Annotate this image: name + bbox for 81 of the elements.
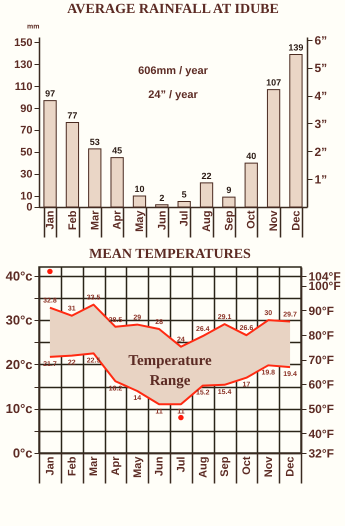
y-tick-label: 40°c: [6, 268, 32, 284]
y2-tick-label: 5”: [314, 61, 328, 76]
bar: [200, 182, 214, 208]
x-tick-label: Oct: [246, 210, 258, 229]
x-tick-label: Nov: [262, 456, 275, 478]
x-tick-label: Jul: [175, 456, 188, 472]
data-label: 22: [202, 170, 212, 181]
x-tick-label: Sep: [219, 456, 232, 477]
x-tick-label: Nov: [268, 210, 280, 232]
y2-tick-label: 6”: [314, 33, 328, 48]
bar: [222, 196, 236, 208]
bar: [155, 204, 168, 208]
annotation: 606mm / year: [138, 65, 209, 77]
bar: [66, 122, 80, 208]
bar: [244, 162, 258, 208]
data-label: 2: [159, 192, 164, 203]
x-tick-label: Jun: [154, 456, 166, 476]
bar: [110, 157, 124, 208]
bar: [289, 54, 303, 208]
y2-tick-label: 3”: [314, 116, 328, 131]
data-label: 139: [288, 42, 304, 53]
y-tick-label: 70: [20, 124, 32, 137]
x-tick-label: Feb: [66, 210, 79, 230]
x-tick-label: Oct: [240, 456, 253, 475]
data-label: 53: [90, 136, 100, 147]
x-tick-label: Dec: [290, 210, 302, 231]
y2-tick-label: 90°F: [308, 304, 334, 318]
y-tick-label: 0: [26, 202, 32, 214]
y-tick-label: 10°c: [6, 401, 32, 416]
annotation: 24” / year: [148, 88, 198, 101]
y2-tick-label: 1”: [314, 172, 328, 187]
y-tick-label: 130: [14, 58, 32, 71]
y-tick-label: 150: [14, 36, 32, 49]
y-tick-label: 90: [20, 102, 32, 115]
x-tick-label: May: [132, 456, 144, 478]
y-tick-label: 30: [20, 168, 32, 181]
annotation: Temperature Range: [128, 353, 212, 389]
x-tick-label: May: [134, 210, 146, 232]
y2-tick-label: 32°F: [308, 446, 334, 460]
y2-tick-label: 80°F: [308, 328, 334, 342]
y2-tick-label: 100°F: [308, 279, 341, 294]
y2-tick-label: 60°F: [308, 378, 334, 392]
bar: [88, 148, 102, 208]
y-tick-label: 50: [20, 146, 32, 159]
x-tick-label: Jul: [178, 210, 191, 226]
x-tick-label: Jun: [156, 210, 168, 230]
data-label: 107: [266, 78, 282, 88]
x-tick-label: Mar: [88, 456, 100, 476]
data-label: 10: [134, 184, 144, 194]
data-label: 5: [182, 190, 187, 200]
y2-tick-label: 70°F: [308, 353, 334, 368]
bar: [43, 100, 57, 208]
y2-tick-label: 50°F: [308, 402, 334, 416]
x-tick-label: Dec: [284, 456, 297, 477]
y2-tick-label: 40°F: [308, 426, 334, 441]
x-tick-label: Apr: [112, 210, 124, 230]
y-tick-label: 20°c: [6, 356, 32, 372]
y-tick-label: 30°c: [6, 312, 32, 328]
bar: [266, 89, 280, 208]
data-label: 77: [67, 110, 78, 121]
bar: [178, 201, 191, 208]
chart-title: AVERAGE RAINFALL AT IDUBE: [67, 2, 279, 17]
x-tick-label: Jan: [44, 210, 57, 230]
y-tick-label: 110: [14, 80, 32, 93]
x-tick-label: Aug: [197, 456, 210, 478]
x-tick-label: Mar: [89, 210, 102, 230]
y-tick-label: 10: [20, 190, 32, 203]
data-label: 9: [226, 185, 232, 196]
x-tick-label: Jan: [44, 456, 56, 476]
data-label: 45: [112, 146, 122, 156]
data-label: 40: [246, 151, 256, 162]
bar: [132, 196, 146, 208]
data-label: 97: [45, 88, 56, 99]
x-tick-label: Sep: [223, 210, 236, 231]
x-tick-label: Aug: [201, 210, 214, 232]
x-tick-label: Apr: [110, 456, 122, 476]
chart-title: MEAN TEMPERATURES: [89, 247, 252, 262]
y2-tick-label: 4”: [314, 89, 328, 104]
x-tick-label: Feb: [66, 456, 78, 476]
y2-tick-label: 2”: [314, 144, 328, 159]
y-tick-label: 0°c: [12, 446, 32, 460]
